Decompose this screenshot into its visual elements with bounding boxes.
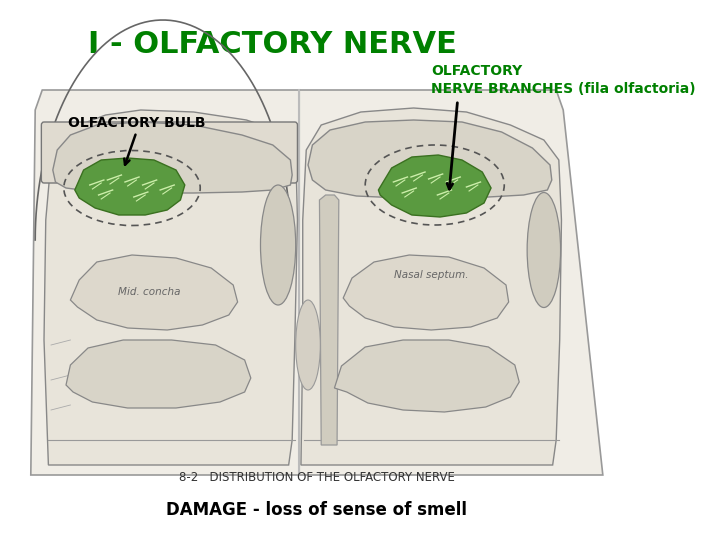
Text: OLFACTORY: OLFACTORY [431,64,523,78]
Text: Nasal septum.: Nasal septum. [394,270,469,280]
Ellipse shape [296,300,320,390]
Polygon shape [301,108,562,465]
Polygon shape [71,255,238,330]
Polygon shape [379,155,491,217]
Polygon shape [320,195,339,445]
Ellipse shape [527,192,561,307]
Polygon shape [75,158,185,215]
Polygon shape [53,122,292,193]
Polygon shape [308,120,552,198]
Text: 8-2   DISTRIBUTION OF THE OLFACTORY NERVE: 8-2 DISTRIBUTION OF THE OLFACTORY NERVE [179,471,455,484]
Polygon shape [31,90,300,475]
Ellipse shape [261,185,296,305]
Polygon shape [343,255,508,330]
Polygon shape [300,90,603,475]
Text: Mid. concha: Mid. concha [118,287,181,297]
Text: OLFACTORY BULB: OLFACTORY BULB [68,116,205,130]
FancyBboxPatch shape [41,122,297,183]
Text: NERVE BRANCHES (fila olfactoria): NERVE BRANCHES (fila olfactoria) [431,82,696,96]
Text: I - OLFACTORY NERVE: I - OLFACTORY NERVE [88,30,457,59]
Polygon shape [44,110,297,465]
Polygon shape [334,340,519,412]
Text: DAMAGE - loss of sense of smell: DAMAGE - loss of sense of smell [166,501,467,519]
Polygon shape [66,340,251,408]
